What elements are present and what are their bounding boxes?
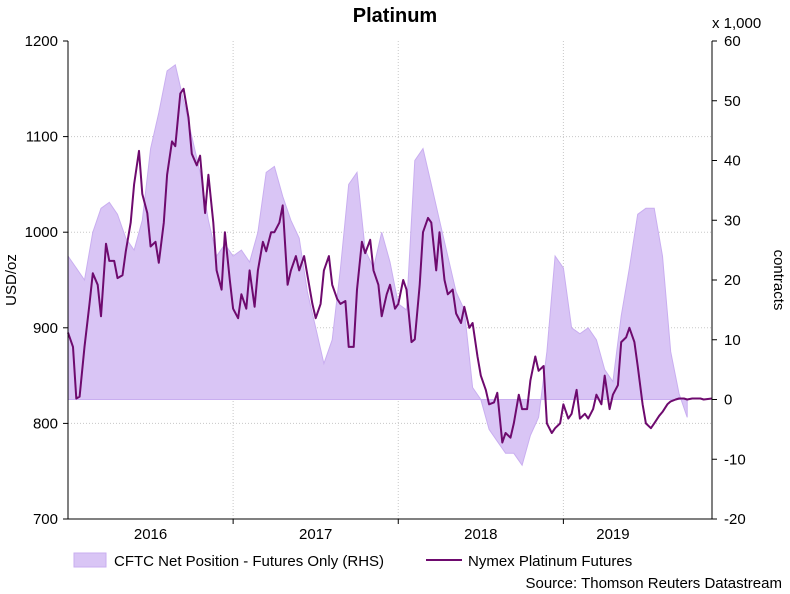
left-tick-label: 800 [33, 415, 58, 432]
nymex-line-layer [67, 87, 713, 444]
left-axis-label: USD/oz [3, 254, 20, 306]
right-tick-label: 50 [724, 93, 741, 110]
legend: CFTC Net Position - Futures Only (RHS) N… [73, 552, 632, 570]
right-axis-ticks: -20 -10 0 10 20 30 40 50 60 [712, 33, 746, 528]
source-note: Source: Thomson Reuters Datastream [525, 575, 782, 592]
left-tick-label: 1100 [26, 129, 58, 146]
left-axis-ticks: 700 800 900 1000 1100 1200 [25, 33, 68, 528]
right-tick-label: -10 [724, 451, 746, 468]
right-tick-label: 60 [724, 33, 741, 50]
right-axis-label: contracts [770, 250, 787, 311]
right-tick-label: 40 [724, 153, 741, 170]
legend-cftc-label: CFTC Net Position - Futures Only (RHS) [114, 553, 384, 570]
left-tick-label: 700 [33, 511, 58, 528]
chart-title: Platinum [353, 5, 437, 27]
left-tick-label: 900 [33, 320, 58, 337]
x-axis-ticks: 2016 2017 2018 2019 [134, 519, 630, 543]
right-tick-label: -20 [724, 511, 746, 528]
x-tick-label: 2016 [134, 526, 167, 543]
left-tick-label: 1200 [25, 33, 58, 50]
legend-nymex-label: Nymex Platinum Futures [468, 553, 632, 570]
right-tick-label: 0 [724, 392, 732, 409]
legend-area-swatch [73, 552, 107, 568]
x-tick-label: 2018 [464, 526, 497, 543]
cftc-area-layer [67, 64, 688, 467]
nymex-platinum-line [67, 87, 713, 444]
right-tick-label: 30 [724, 212, 741, 229]
left-tick-label: 1000 [25, 224, 58, 241]
x-tick-label: 2017 [299, 526, 332, 543]
cftc-net-position-area [67, 64, 688, 467]
x-tick-label: 2019 [596, 526, 629, 543]
right-tick-label: 10 [724, 332, 741, 349]
right-tick-label: 20 [724, 272, 741, 289]
right-axis-multiplier: x 1,000 [712, 15, 761, 32]
